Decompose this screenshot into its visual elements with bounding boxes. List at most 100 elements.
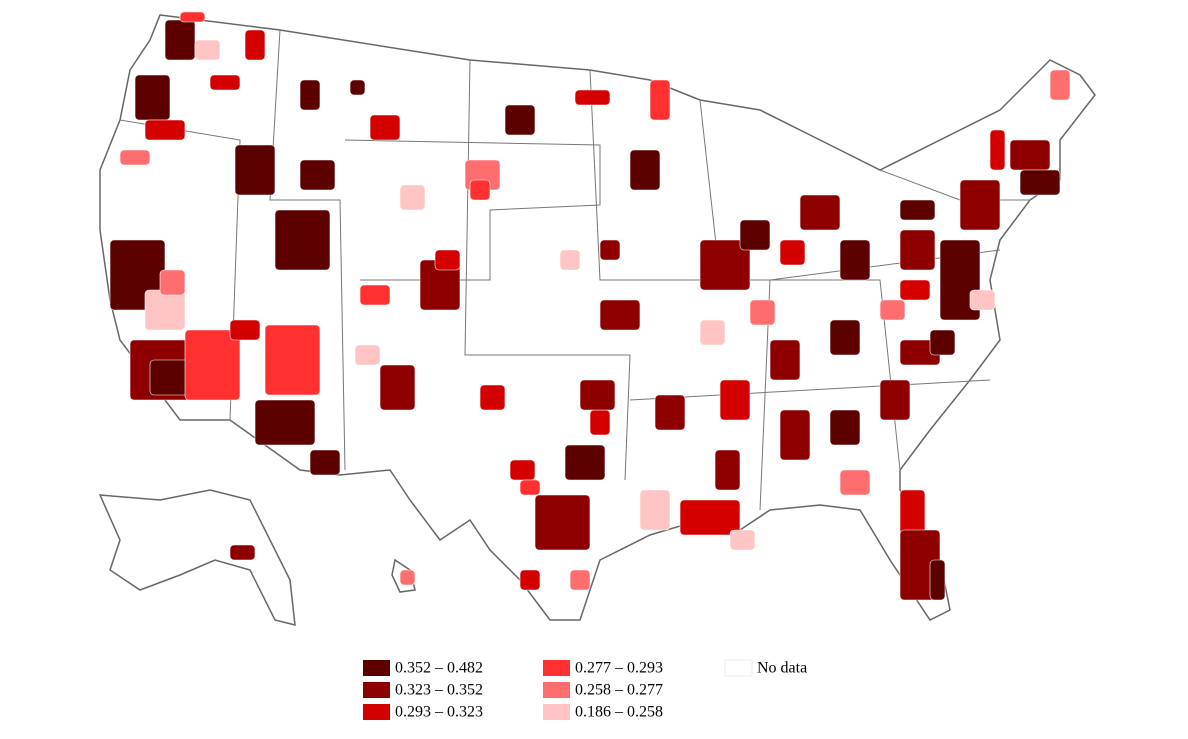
county-region: [579, 379, 616, 411]
county-region: [629, 149, 661, 191]
county-region: [379, 364, 416, 411]
legend-swatch: [543, 704, 570, 720]
county-region: [399, 569, 416, 586]
state-border: [464, 59, 631, 481]
legend-label: 0.258 – 0.277: [575, 682, 663, 699]
county-region: [829, 409, 861, 446]
legend-label: 0.323 – 0.352: [395, 682, 483, 699]
county-region: [264, 324, 321, 396]
county-region: [739, 219, 771, 251]
county-region: [649, 79, 671, 121]
legend-swatch: [363, 660, 390, 676]
county-region: [194, 39, 221, 61]
county-region: [589, 409, 611, 436]
county-region: [989, 129, 1006, 171]
county-region: [559, 249, 581, 271]
county-region: [119, 149, 151, 166]
county-region: [799, 194, 841, 231]
county-region: [879, 299, 906, 321]
state-border: [629, 379, 991, 401]
county-region: [654, 394, 686, 431]
county-region: [839, 469, 871, 496]
county-region: [244, 29, 266, 61]
county-regions: [109, 11, 1071, 601]
county-region: [749, 299, 776, 326]
county-region: [229, 544, 256, 561]
county-region: [519, 479, 541, 496]
county-region: [769, 339, 801, 381]
county-region: [369, 114, 401, 141]
county-region: [359, 284, 391, 306]
county-region: [299, 79, 321, 111]
county-region: [469, 179, 491, 201]
county-region: [234, 144, 276, 196]
county-region: [779, 409, 811, 461]
county-region: [879, 379, 911, 421]
county-region: [209, 74, 241, 91]
alaska-outline: [98, 489, 296, 626]
county-region: [839, 239, 871, 281]
county-region: [184, 329, 241, 401]
county-region: [134, 74, 171, 121]
county-region: [779, 239, 806, 266]
legend-swatch: [363, 704, 390, 720]
state-border: [344, 139, 601, 281]
county-region: [959, 179, 1001, 231]
county-region: [1009, 139, 1051, 171]
legend: 0.352 – 0.482 0.323 – 0.352 0.293 – 0.323 0…: [363, 659, 807, 721]
county-region: [504, 104, 536, 136]
county-region: [599, 299, 641, 331]
county-region: [164, 19, 196, 61]
legend-label: No data: [757, 660, 807, 677]
county-region: [144, 119, 186, 141]
county-region: [534, 494, 591, 551]
county-region: [899, 229, 936, 271]
county-region: [1019, 169, 1061, 196]
county-region: [929, 559, 946, 601]
state-border: [589, 69, 771, 511]
county-region: [229, 319, 261, 341]
legend-swatch: [724, 659, 753, 677]
county-region: [149, 359, 191, 396]
county-region: [509, 459, 536, 481]
county-region: [299, 159, 336, 191]
county-region: [699, 319, 726, 346]
county-region: [699, 239, 751, 291]
county-region: [349, 79, 366, 96]
county-region: [564, 444, 606, 481]
county-region: [679, 499, 741, 536]
county-region: [434, 249, 461, 271]
legend-swatch: [543, 682, 570, 698]
county-region: [1049, 69, 1071, 101]
county-region: [274, 209, 331, 271]
legend-label: 0.352 – 0.482: [395, 660, 483, 677]
county-region: [354, 344, 381, 366]
county-region: [729, 529, 756, 551]
county-region: [969, 289, 996, 311]
county-region: [639, 489, 671, 531]
county-region: [254, 399, 316, 446]
county-region: [399, 184, 426, 211]
county-region: [179, 11, 206, 23]
county-region: [599, 239, 621, 261]
legend-label: 0.293 – 0.323: [395, 704, 483, 721]
legend-label: 0.186 – 0.258: [575, 704, 663, 721]
state-border: [699, 99, 901, 471]
county-region: [159, 269, 186, 296]
county-region: [714, 449, 741, 491]
county-region: [574, 89, 611, 106]
county-region: [929, 329, 956, 356]
basemap: [98, 14, 1096, 626]
county-region: [309, 449, 341, 476]
county-region: [719, 379, 751, 421]
county-region: [899, 199, 936, 221]
county-region: [144, 289, 186, 331]
county-region: [569, 569, 591, 591]
legend-swatch: [543, 660, 570, 676]
state-border: [269, 29, 346, 471]
county-region: [519, 569, 541, 591]
legend-label: 0.277 – 0.293: [575, 660, 663, 677]
county-region: [829, 319, 861, 356]
